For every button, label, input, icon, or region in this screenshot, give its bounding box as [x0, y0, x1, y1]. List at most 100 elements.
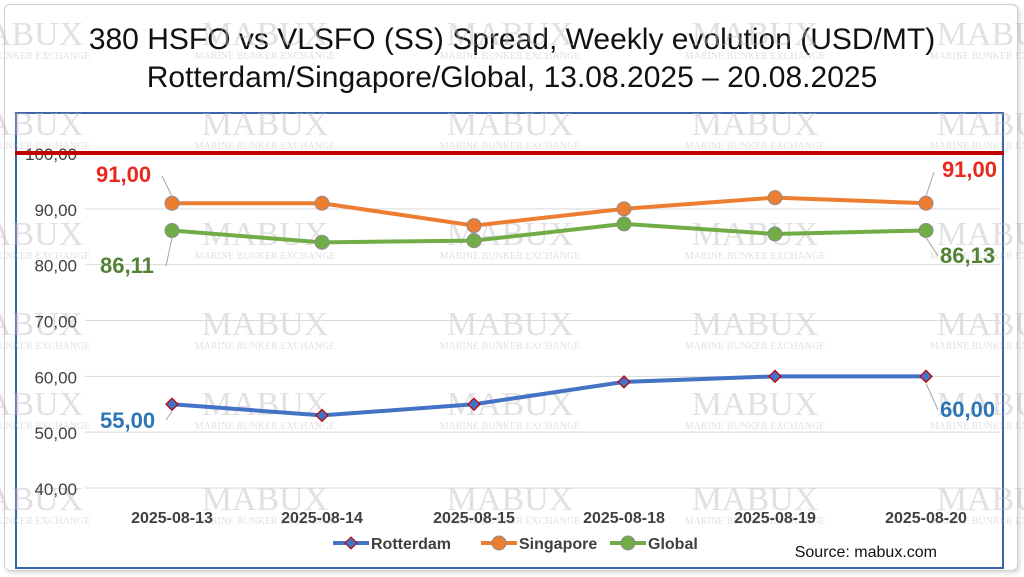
watermark-tagline: MARINE BUNKER EXCHANGE [195, 141, 336, 152]
singapore-point [314, 195, 330, 211]
watermark-brand: MABUX [937, 216, 1024, 253]
x-tick-label: 2025-08-18 [583, 510, 665, 527]
watermark-tagline: MARINE BUNKER EXCHANGE [195, 516, 336, 527]
x-tick-label: 2025-08-14 [281, 510, 363, 527]
watermark-tagline: MARINE BUNKER EXCHANGE [930, 516, 1024, 527]
watermark-tagline: MARINE BUNKER EXCHANGE [440, 51, 581, 62]
y-tick-label: 70,00 [34, 313, 77, 332]
singapore-point [918, 195, 934, 211]
watermark-tagline: MARINE BUNKER EXCHANGE [930, 141, 1024, 152]
watermark-brand: MABUX [937, 481, 1024, 518]
watermark-tagline: MARINE BUNKER EXCHANGE [685, 341, 826, 352]
watermark-brand: MABUX [0, 216, 83, 253]
data-label-global: 86,11 [100, 253, 154, 278]
watermark-tagline: MARINE BUNKER EXCHANGE [930, 251, 1024, 262]
legend-swatch-marker [620, 535, 636, 551]
rotterdam-line [171, 374, 926, 418]
watermark-tagline: MARINE BUNKER EXCHANGE [0, 516, 90, 527]
watermark-brand: MABUX [202, 386, 329, 423]
leader-line [925, 383, 939, 411]
watermark-brand: MABUX [0, 481, 83, 518]
watermark-brand: MABUX [0, 16, 83, 53]
series-global [164, 216, 934, 250]
rotterdam-point [315, 408, 329, 423]
global-point [616, 216, 632, 232]
legend-swatch-marker [491, 535, 507, 551]
data-label-rotterdam: 60,00 [940, 397, 995, 422]
watermark-tagline: MARINE BUNKER EXCHANGE [685, 421, 826, 432]
global-line [171, 221, 927, 245]
watermark-tagline: MARINE BUNKER EXCHANGE [685, 141, 826, 152]
source-note: Source: mabux.com [795, 544, 937, 561]
watermark-brand: MABUX [937, 386, 1024, 423]
watermark-tagline: MARINE BUNKER EXCHANGE [0, 51, 90, 62]
page-frame [4, 4, 1018, 571]
legend-label-singapore: Singapore [519, 536, 597, 553]
watermark-brand: MABUX [202, 306, 329, 343]
data-label-singapore: 91,00 [942, 157, 997, 182]
chart-subtitle: Rotterdam/Singapore/Global, 13.08.2025 –… [146, 61, 878, 94]
watermark-tagline: MARINE BUNKER EXCHANGE [0, 141, 90, 152]
watermark-tagline: MARINE BUNKER EXCHANGE [195, 51, 336, 62]
watermark-tagline: MARINE BUNKER EXCHANGE [0, 341, 90, 352]
watermark-tagline: MARINE BUNKER EXCHANGE [195, 251, 336, 262]
watermark-tagline: MARINE BUNKER EXCHANGE [930, 51, 1024, 62]
y-tick-label: 50,00 [34, 424, 77, 443]
x-tick-label: 2025-08-20 [885, 510, 967, 527]
watermark-brand: MABUX [937, 16, 1024, 53]
watermark-tagline: MARINE BUNKER EXCHANGE [930, 421, 1024, 432]
singapore-point [466, 218, 482, 234]
watermark-brand: MABUX [692, 386, 819, 423]
watermark-brand: MABUX [447, 306, 574, 343]
rotterdam-point [467, 397, 481, 412]
global-point [314, 234, 330, 250]
rotterdam-point [919, 369, 933, 384]
series-rotterdam [165, 369, 933, 423]
watermark-brand: MABUX [937, 306, 1024, 343]
watermark-brand: MABUX [0, 386, 83, 423]
y-tick-label: 60,00 [34, 368, 77, 387]
rotterdam-point [165, 397, 179, 412]
watermark-tagline: MARINE BUNKER EXCHANGE [685, 251, 826, 262]
watermark-tagline: MARINE BUNKER EXCHANGE [440, 141, 581, 152]
global-point [164, 223, 180, 239]
watermark-brand: MABUX [692, 106, 819, 143]
global-point [767, 226, 783, 242]
chart-title: 380 HSFO vs VLSFO (SS) Spread, Weekly ev… [88, 23, 936, 56]
legend-label-global: Global [648, 536, 698, 553]
watermark-brand: MABUX [937, 106, 1024, 143]
watermark-tagline: MARINE BUNKER EXCHANGE [0, 251, 90, 262]
watermark-tagline: MARINE BUNKER EXCHANGE [0, 421, 90, 432]
watermark-tagline: MARINE BUNKER EXCHANGE [440, 516, 581, 527]
watermark-brand: MABUX [447, 16, 574, 53]
rotterdam-point [768, 369, 782, 384]
watermark-brand: MABUX [202, 481, 329, 518]
watermark-tagline: MARINE BUNKER EXCHANGE [195, 421, 336, 432]
global-point [466, 233, 482, 249]
data-label-singapore: 91,00 [96, 162, 151, 187]
watermark-brand: MABUX [447, 106, 574, 143]
watermark-brand: MABUX [202, 16, 329, 53]
singapore-line [172, 195, 927, 228]
plot-frame [15, 112, 1004, 569]
watermark-tagline: MARINE BUNKER EXCHANGE [685, 51, 826, 62]
singapore-point [164, 195, 180, 211]
x-tick-label: 2025-08-13 [131, 510, 213, 527]
singapore-point [767, 190, 783, 206]
watermark-tagline: MARINE BUNKER EXCHANGE [440, 421, 581, 432]
singapore-point [616, 201, 632, 217]
watermark-brand: MABUX [0, 306, 83, 343]
leader-line [165, 237, 173, 267]
watermark-brand: MABUX [447, 481, 574, 518]
global-point [918, 222, 934, 238]
leader-line [925, 237, 939, 257]
data-label-rotterdam: 55,00 [100, 408, 155, 433]
y-tick-label: 90,00 [34, 201, 77, 220]
legend: Rotterdam Singapore Global [333, 535, 698, 553]
watermark-tagline: MARINE BUNKER EXCHANGE [930, 341, 1024, 352]
x-tick-label: 2025-08-19 [734, 510, 816, 527]
watermark-tagline: MARINE BUNKER EXCHANGE [685, 516, 826, 527]
x-tick-label: 2025-08-15 [433, 510, 515, 527]
